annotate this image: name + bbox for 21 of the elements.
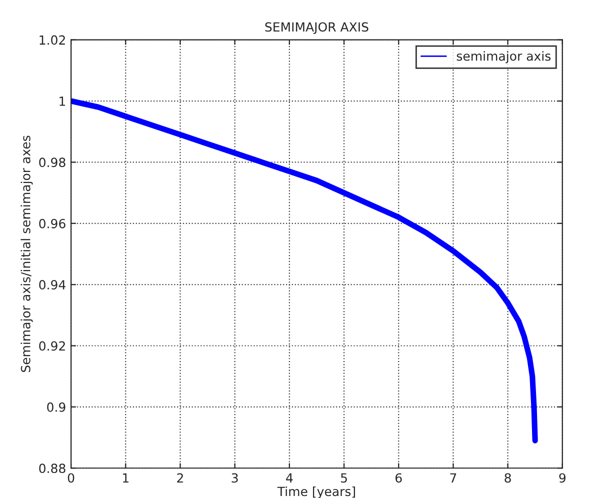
x-tick-label: 4	[286, 473, 293, 482]
x-tick-label: 2	[177, 473, 183, 482]
y-tick-label: 0.88	[39, 464, 66, 474]
y-tick-label: 0.92	[39, 341, 65, 351]
y-tick-label: 1	[60, 96, 66, 106]
x-tick-label: 9	[559, 473, 566, 483]
x-tick-label: 0	[68, 473, 74, 483]
y-tick-label: 0.9	[47, 402, 66, 412]
x-tick-label: 1	[123, 473, 128, 482]
y-tick-label: 0.94	[39, 280, 66, 290]
chart-title: SEMIMAJOR AXIS	[265, 22, 368, 34]
y-tick-label: 1.02	[40, 35, 65, 45]
y-tick-label: 0.96	[39, 218, 66, 228]
x-tick-label: 6	[396, 473, 402, 483]
x-tick-label: 8	[504, 473, 511, 483]
x-tick-label: 3	[232, 473, 238, 483]
y-tick-label: 0.98	[39, 158, 66, 168]
y-axis-title: Semimajor axis/initial semimajor axes	[20, 136, 33, 372]
x-tick-label: 5	[341, 473, 347, 483]
legend-label: semimajor axis	[456, 51, 551, 64]
x-tick-label: 7	[450, 473, 456, 482]
